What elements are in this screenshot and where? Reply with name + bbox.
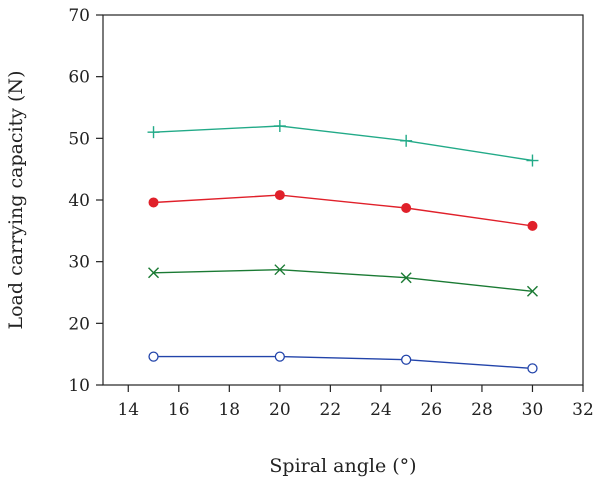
y-axis-ticks: 10 20 30 40 50 60 70 <box>68 6 103 396</box>
series-3 <box>148 264 538 297</box>
x-tick-label: 26 <box>421 400 443 420</box>
series-2 <box>148 190 538 231</box>
data-point <box>400 272 412 284</box>
x-tick-label: 18 <box>218 400 240 420</box>
plot-frame <box>102 14 584 386</box>
series-line <box>153 125 533 162</box>
x-axis-title: Spiral angle (°) <box>269 455 416 477</box>
series-4 <box>148 351 538 374</box>
data-point <box>527 220 538 231</box>
data-point <box>401 354 412 365</box>
series-line <box>153 194 533 227</box>
data-point <box>401 203 412 214</box>
series-line <box>153 268 533 292</box>
x-tick-label: 14 <box>117 400 139 420</box>
data-point <box>274 351 285 362</box>
data-point <box>148 267 160 279</box>
y-axis-title: Load carrying capacity (N) <box>5 70 27 329</box>
data-point <box>526 154 539 167</box>
data-point <box>527 363 538 374</box>
series-1 <box>147 120 539 167</box>
x-tick-label: 16 <box>168 400 190 420</box>
y-tick-label: 30 <box>68 253 90 273</box>
data-point <box>274 264 286 276</box>
data-point <box>148 351 159 362</box>
y-tick-label: 50 <box>68 129 90 149</box>
x-tick-label: 32 <box>572 400 594 420</box>
series-layer <box>147 120 539 374</box>
x-tick-label: 24 <box>370 400 392 420</box>
x-axis-ticks: 14 16 18 20 22 24 26 28 30 32 <box>117 385 594 420</box>
data-point <box>148 197 159 208</box>
x-tick-label: 22 <box>320 400 342 420</box>
y-tick-label: 20 <box>68 314 90 334</box>
x-tick-label: 20 <box>269 400 291 420</box>
y-tick-label: 60 <box>68 68 90 88</box>
x-tick-label: 30 <box>522 400 544 420</box>
data-point <box>147 126 160 139</box>
data-point <box>274 190 285 201</box>
y-tick-label: 70 <box>68 6 90 26</box>
data-point <box>273 120 286 132</box>
y-tick-label: 40 <box>68 191 90 211</box>
data-point <box>400 134 413 147</box>
data-point <box>526 285 538 297</box>
series-line <box>153 355 533 370</box>
y-tick-label: 10 <box>68 376 90 396</box>
x-tick-label: 28 <box>471 400 493 420</box>
